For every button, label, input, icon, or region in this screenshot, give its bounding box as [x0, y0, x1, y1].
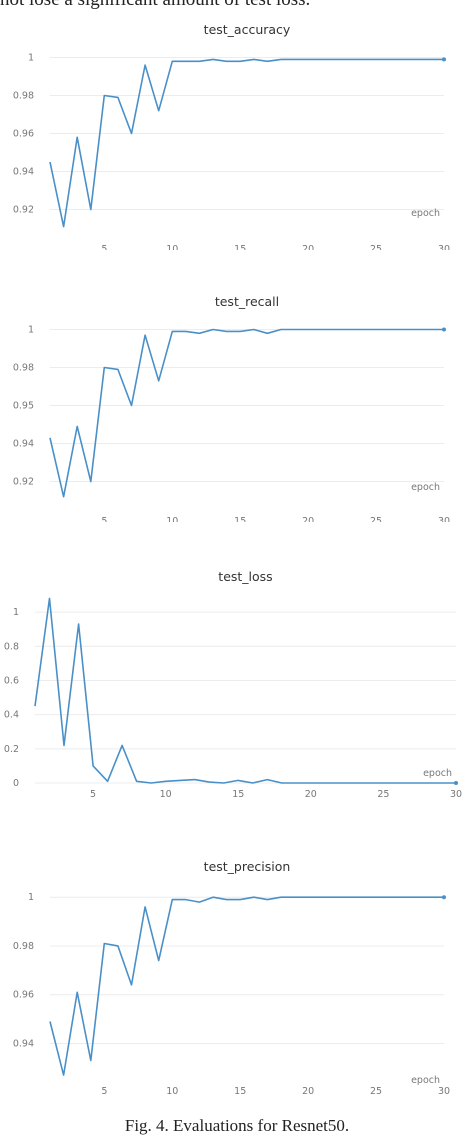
figure-caption: Fig. 4. Evaluations for Resnet50.	[124, 1116, 350, 1135]
series-end-point	[442, 57, 446, 62]
x-tick-label: 10	[166, 516, 178, 522]
series-end-point	[454, 781, 458, 785]
x-tick-label: 20	[302, 244, 314, 250]
x-tick-label: 30	[438, 516, 450, 522]
x-axis-label: epoch	[411, 482, 440, 493]
series-line	[49, 328, 444, 498]
x-axis-label: epoch	[411, 208, 440, 219]
y-tick-label: 1	[28, 892, 34, 903]
y-tick-label: 0.98	[13, 91, 34, 102]
chart-title: test_precision	[204, 859, 291, 874]
x-tick-label: 20	[302, 516, 314, 522]
x-tick-label: 25	[377, 789, 389, 800]
x-tick-label: 20	[305, 789, 317, 800]
x-tick-label: 10	[160, 789, 172, 800]
x-tick-label: 30	[438, 1086, 450, 1097]
series-line	[49, 58, 444, 228]
y-tick-label: 0.4	[4, 710, 19, 721]
x-tick-label: 25	[370, 1086, 382, 1097]
x-axis-label: epoch	[411, 1075, 440, 1086]
series-line	[49, 896, 444, 1076]
x-tick-label: 25	[370, 516, 382, 522]
x-tick-label: 15	[234, 1086, 246, 1097]
y-tick-label: 0.96	[13, 129, 34, 140]
x-tick-label: 5	[90, 789, 96, 800]
chart-title: test_loss	[218, 569, 272, 584]
y-tick-label: 0.92	[13, 477, 34, 488]
x-tick-label: 15	[234, 516, 246, 522]
series-end-point	[442, 895, 446, 900]
y-tick-label: 0.94	[13, 167, 34, 178]
y-tick-label: 0.95	[13, 401, 34, 412]
x-tick-label: 30	[450, 789, 462, 800]
x-tick-label: 15	[234, 244, 246, 250]
x-tick-label: 10	[166, 1086, 178, 1097]
x-tick-label: 30	[438, 244, 450, 250]
y-tick-label: 0.8	[4, 641, 19, 652]
series-end-point	[442, 327, 446, 332]
y-tick-label: 1	[28, 325, 34, 336]
y-tick-label: 1	[13, 607, 19, 618]
y-tick-label: 0.94	[13, 1038, 34, 1049]
y-tick-label: 0.98	[13, 363, 34, 374]
y-tick-label: 0.94	[13, 439, 34, 450]
y-tick-label: 0.6	[4, 675, 19, 686]
body-text-fragment: not lose a significant amount of test lo…	[0, 0, 474, 11]
x-tick-label: 5	[101, 516, 107, 522]
x-tick-label: 10	[166, 244, 178, 250]
chart-title: test_accuracy	[204, 22, 291, 37]
y-tick-label: 0.96	[13, 990, 34, 1001]
x-tick-label: 5	[101, 244, 107, 250]
x-tick-label: 25	[370, 244, 382, 250]
x-axis-label: epoch	[423, 768, 452, 779]
y-tick-label: 0	[13, 778, 19, 789]
y-tick-label: 0.92	[13, 205, 34, 216]
x-tick-label: 15	[232, 789, 244, 800]
x-tick-label: 5	[101, 1086, 107, 1097]
y-tick-label: 0.98	[13, 941, 34, 952]
y-tick-label: 1	[28, 53, 34, 64]
chart-title: test_recall	[215, 294, 279, 309]
x-tick-label: 20	[302, 1086, 314, 1097]
y-tick-label: 0.2	[4, 744, 19, 755]
series-line	[34, 597, 456, 784]
